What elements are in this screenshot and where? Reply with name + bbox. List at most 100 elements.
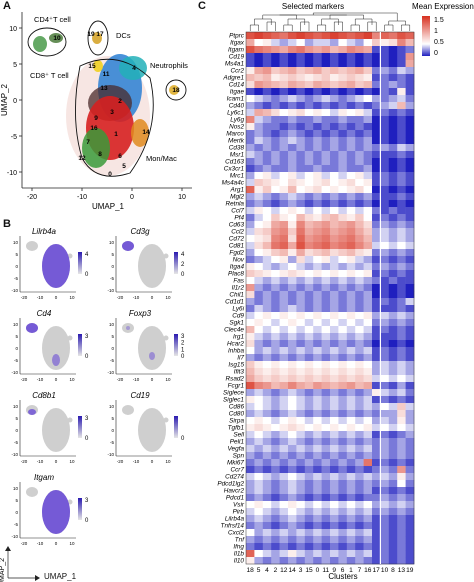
heatmap-row-labels: PtprcItgaxItgamCd19Ms4a1Ccr2Adgre1Cd14It…	[217, 33, 245, 565]
heatmap-cell	[271, 186, 280, 194]
heatmap-row-label: Ms4a4c	[222, 180, 245, 187]
heatmap-row-label: Rsad2	[226, 376, 245, 383]
heatmap-cell	[330, 179, 339, 187]
heatmap-cell	[346, 543, 356, 551]
heatmap-cell	[363, 375, 373, 383]
feature-scale-label: 0	[85, 518, 89, 524]
heatmap-cell	[288, 368, 297, 376]
feature-y-tick: 10	[13, 322, 19, 327]
heatmap-cell	[279, 473, 289, 481]
heatmap-cell	[313, 221, 322, 229]
heatmap-cell	[288, 431, 297, 439]
heatmap-cell	[363, 242, 373, 250]
heatmap-cell	[397, 242, 406, 250]
feature-scale-label: 0	[181, 272, 185, 278]
heatmap-cell	[380, 158, 390, 166]
heatmap-cell	[246, 438, 255, 446]
feature-y-tick: -10	[11, 288, 18, 293]
heatmap-cell	[254, 193, 264, 201]
heatmap-cell	[363, 452, 373, 460]
heatmap-cell	[296, 53, 306, 61]
heatmap-cell	[313, 256, 322, 264]
heatmap-cell	[288, 200, 297, 208]
heatmap-cell	[296, 172, 306, 180]
heatmap-cell	[405, 368, 415, 376]
heatmap-column-label: 8	[391, 567, 395, 574]
heatmap-cell	[338, 410, 348, 418]
heatmap-cell	[405, 39, 415, 47]
heatmap-cell	[262, 508, 272, 516]
heatmap-cell	[363, 508, 373, 516]
heatmap-cell	[388, 410, 398, 418]
heatmap-column-label: 6	[341, 567, 345, 574]
heatmap-cell	[346, 32, 356, 40]
feature-gene-name: Cd4	[37, 309, 52, 318]
heatmap-column-label: 0	[316, 567, 320, 574]
heatmap-cell	[321, 508, 331, 516]
heatmap-cell	[355, 508, 364, 516]
heatmap-cell	[279, 368, 289, 376]
heatmap-cell	[330, 46, 339, 54]
heatmap-cell	[313, 53, 322, 61]
heatmap-cell	[405, 214, 415, 222]
heatmap-cell	[304, 368, 314, 376]
heatmap-cell	[288, 354, 297, 362]
heatmap-cell	[288, 494, 297, 502]
heatmap-cell	[372, 137, 381, 145]
heatmap-cell	[330, 326, 339, 334]
heatmap-cell	[372, 354, 381, 362]
heatmap-cell	[338, 95, 348, 103]
heatmap-cell	[330, 130, 339, 138]
heatmap-cell	[338, 333, 348, 341]
heatmap-cell	[330, 144, 339, 152]
heatmap-cell	[405, 116, 415, 124]
heatmap-cell	[388, 263, 398, 271]
heatmap-cell	[304, 256, 314, 264]
feature-x-tick: 10	[69, 377, 75, 382]
heatmap-cell	[405, 235, 415, 243]
heatmap-cell	[338, 46, 348, 54]
heatmap-cell	[355, 221, 364, 229]
heatmap-cell	[246, 417, 255, 425]
heatmap-cell	[254, 158, 264, 166]
heatmap-cell	[338, 60, 348, 68]
heatmap-cell	[271, 403, 280, 411]
heatmap-cell	[405, 221, 415, 229]
heatmap-cell	[355, 543, 364, 551]
heatmap-cell	[321, 494, 331, 502]
heatmap-cell	[363, 144, 373, 152]
heatmap-cell	[304, 60, 314, 68]
heatmap-cell	[321, 452, 331, 460]
heatmap-cell	[262, 158, 272, 166]
heatmap-cell	[313, 81, 322, 89]
heatmap-row-label: Cd81	[229, 243, 245, 250]
heatmap-cell	[405, 403, 415, 411]
heatmap-cell	[330, 445, 339, 453]
heatmap-cell	[271, 396, 280, 404]
heatmap-cell	[388, 403, 398, 411]
heatmap-cell	[330, 403, 339, 411]
heatmap-cell	[330, 32, 339, 40]
heatmap-cell	[363, 543, 373, 551]
y-tick-label: -5	[11, 134, 17, 141]
heatmap-row-label: Vegfa	[228, 446, 245, 453]
heatmap-cell	[397, 473, 406, 481]
heatmap-row-label: Spn	[233, 453, 245, 460]
heatmap-cell	[262, 431, 272, 439]
feature-y-tick: 10	[109, 322, 115, 327]
heatmap-cell	[397, 326, 406, 334]
heatmap-cell	[380, 256, 390, 264]
heatmap-cell	[388, 354, 398, 362]
heatmap-cell	[313, 368, 322, 376]
heatmap-cell	[380, 263, 390, 271]
cluster-label: 18	[172, 87, 180, 94]
heatmap-cell	[304, 249, 314, 257]
heatmap-cell	[338, 354, 348, 362]
heatmap-cell	[330, 291, 339, 299]
heatmap-cell	[254, 494, 264, 502]
heatmap-cell	[346, 179, 356, 187]
heatmap-cell	[338, 235, 348, 243]
heatmap-cell	[380, 543, 390, 551]
